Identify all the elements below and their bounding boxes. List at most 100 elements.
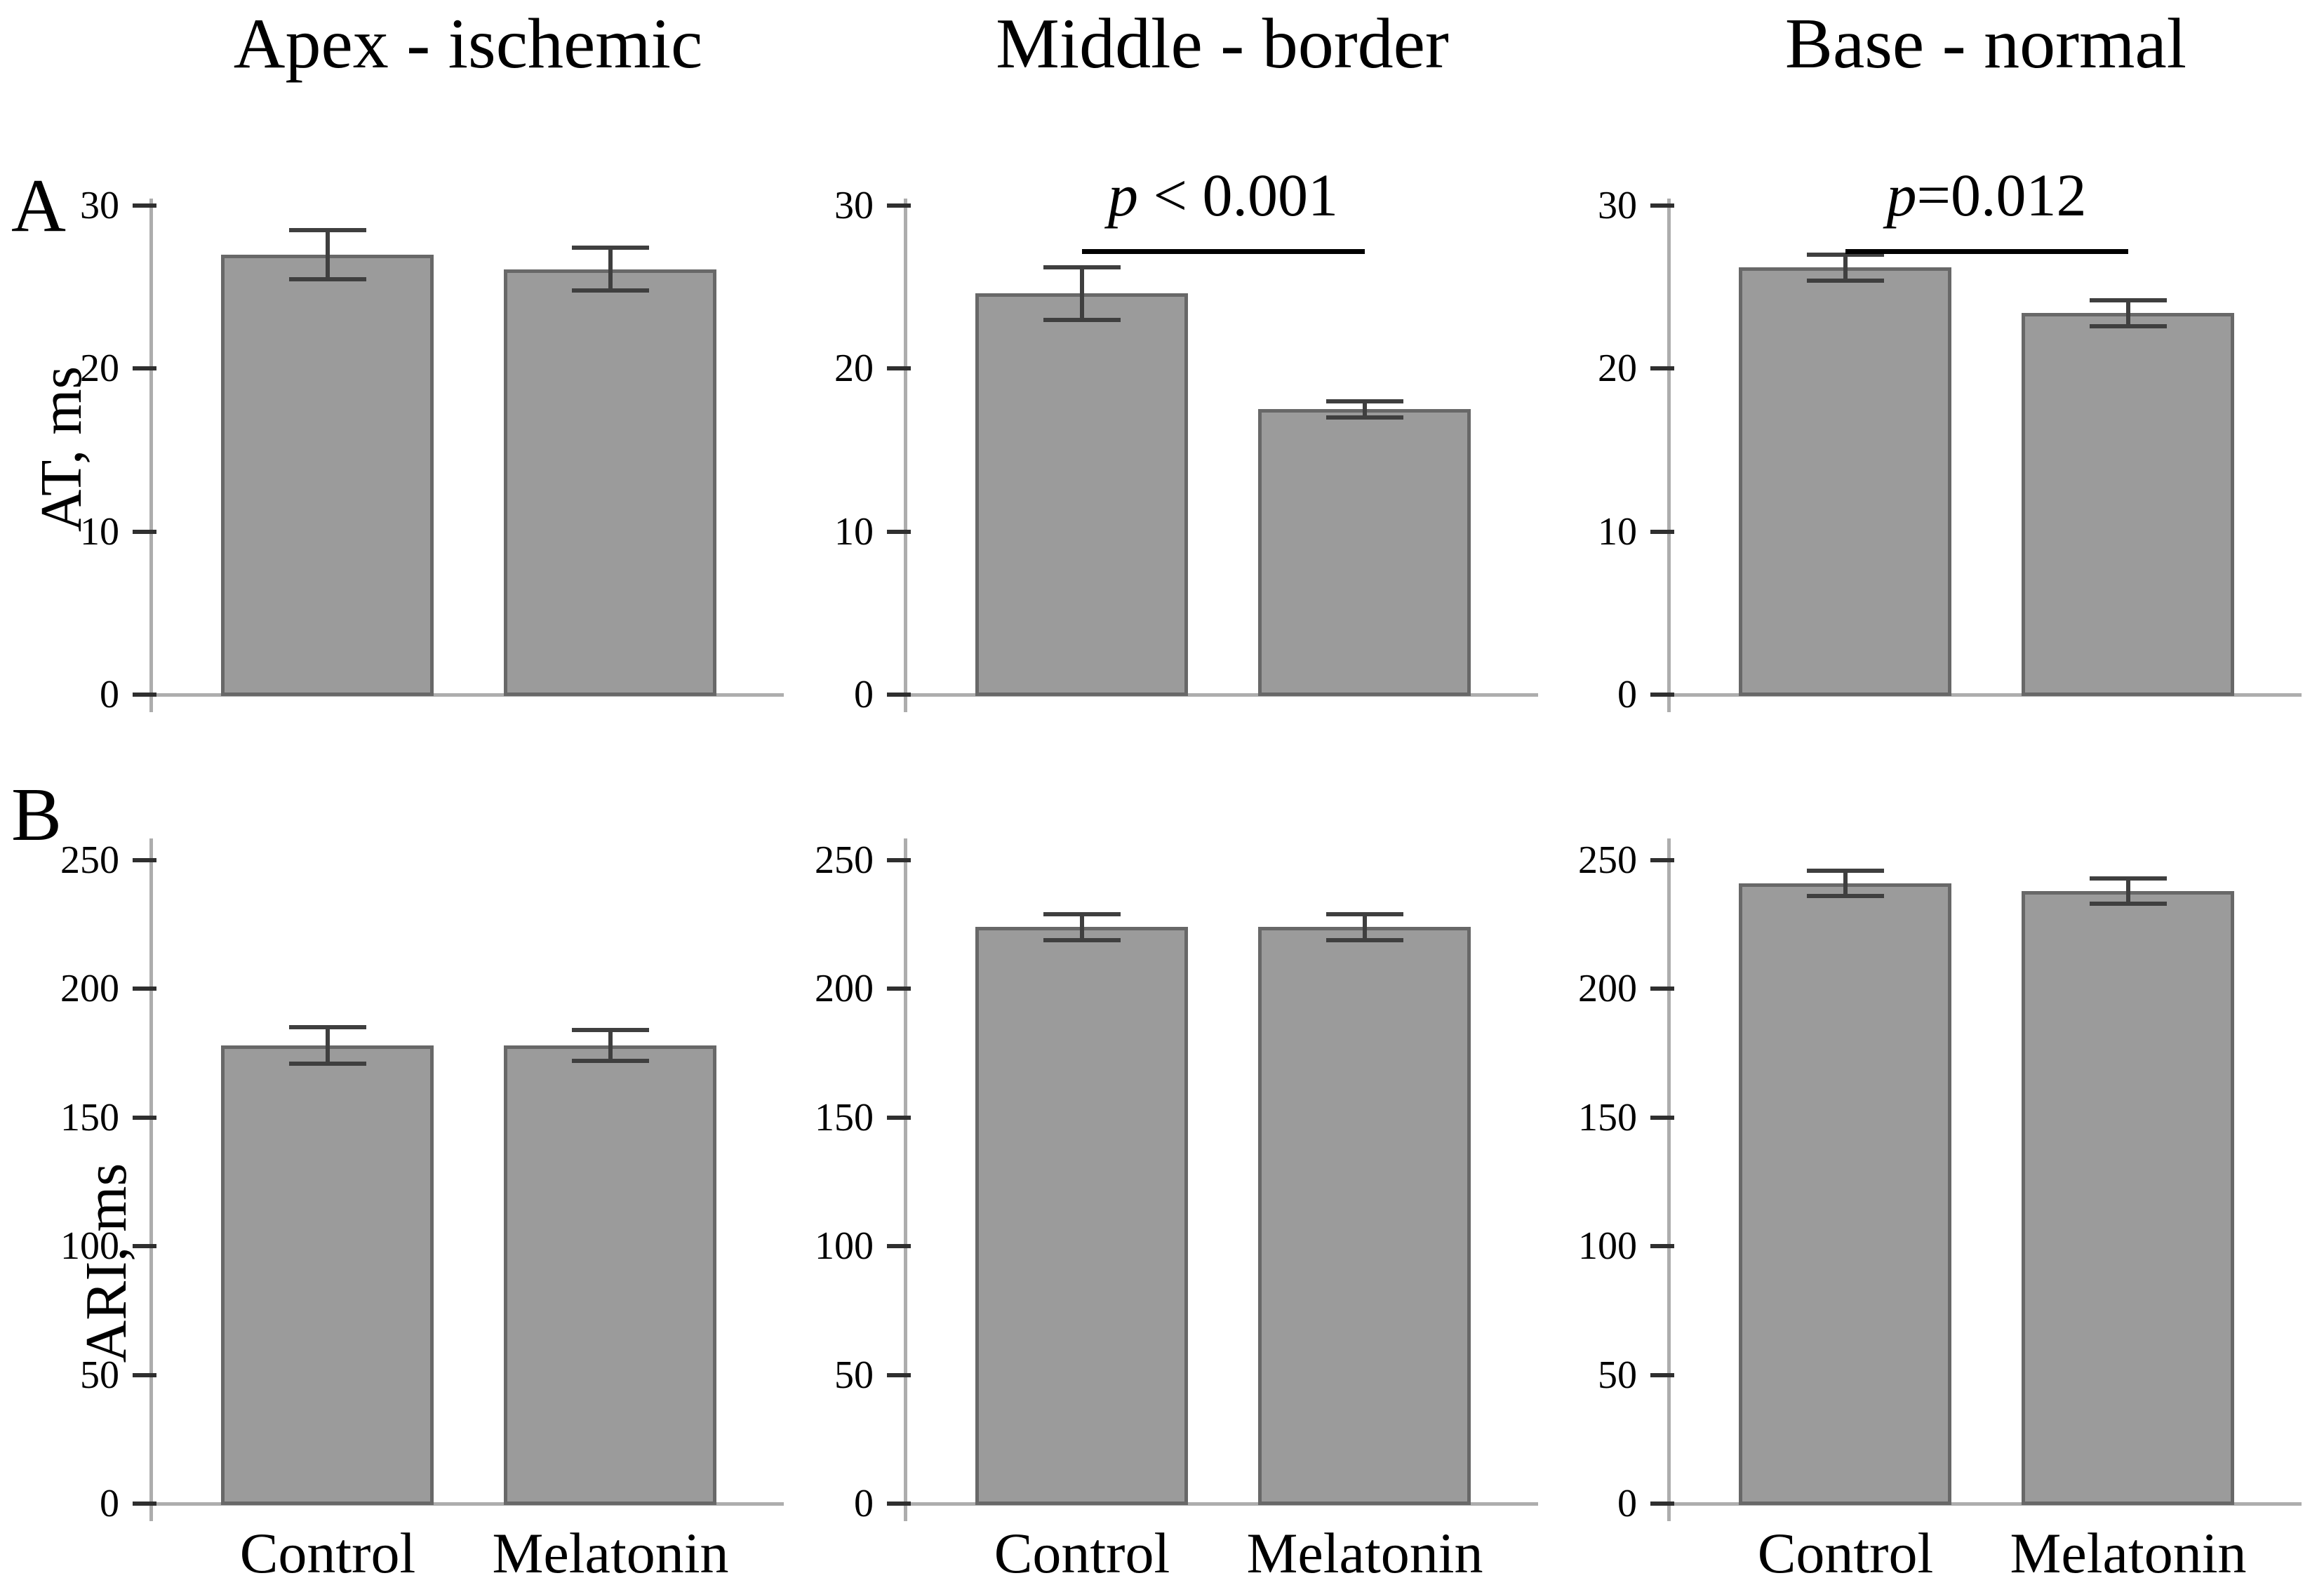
chart-at-middle-error-cap-top-control [1043,265,1121,269]
chart-at-base-tick-0 [1650,693,1674,697]
chart-ari-middle-tick-50 [887,1373,911,1377]
column-title-base-normal: Base - normal [1784,4,2187,83]
chart-ari-apex-tick-label-150: 150 [60,1096,119,1139]
chart-at-apex-x-axis [149,693,784,697]
chart-ari-base-error-cap-top-melatonin [2090,876,2167,881]
chart-ari-base-tick-label-150: 150 [1578,1096,1637,1139]
chart-at-apex-error-bar-control [326,230,330,279]
column-title-apex-ischemic: Apex - ischemic [233,4,703,83]
chart-at-middle-error-bar-melatonin [1363,401,1367,417]
chart-at-middle-tick-label-30: 30 [834,184,874,227]
chart-at-base-error-cap-top-control [1807,253,1884,257]
chart-ari-middle-tick-label-200: 200 [815,967,874,1010]
chart-at-apex-tick-label-20: 20 [80,347,119,390]
chart-at-middle-x-axis [904,693,1538,697]
chart-at-middle-significance-p: p [1107,161,1138,229]
chart-ari-base-tick-label-250: 250 [1578,838,1637,882]
chart-ari-middle-tick-label-250: 250 [815,838,874,882]
chart-ari-middle-error-cap-top-control [1043,912,1121,916]
chart-ari-base-tick-250 [1650,858,1674,862]
chart-ari-base-tick-label-100: 100 [1578,1224,1637,1268]
chart-ari-middle-error-cap-top-melatonin [1326,912,1403,916]
chart-at-middle-significance-label: p < 0.001 [977,159,1469,232]
chart-at-apex-tick-label-0: 0 [100,673,119,716]
chart-ari-middle-tick-0 [887,1502,911,1506]
chart-ari-base-category-label-melatonin: Melatonin [2010,1521,2247,1585]
chart-at-base-bar-control [1739,267,1951,696]
chart-ari-base-error-bar-melatonin [2126,878,2130,904]
chart-at-middle-error-cap-bottom-control [1043,318,1121,322]
chart-ari-middle-bar-melatonin [1258,927,1471,1505]
chart-ari-base-y-axis [1667,838,1671,1521]
chart-ari-apex-error-cap-bottom-melatonin [572,1059,649,1063]
chart-ari-apex-tick-label-250: 250 [60,838,119,882]
chart-ari-middle-tick-100 [887,1244,911,1248]
chart-ari-base-tick-100 [1650,1244,1674,1248]
chart-ari-apex-tick-0 [133,1502,156,1506]
chart-ari-middle-error-cap-bottom-melatonin [1326,938,1403,942]
chart-ari-apex-tick-label-50: 50 [80,1353,119,1397]
chart-ari-middle-error-bar-control [1080,914,1084,940]
chart-ari-base-tick-200 [1650,987,1674,991]
chart-ari-middle-tick-150 [887,1116,911,1120]
chart-at-base-significance-p: p [1886,161,1917,229]
chart-at-apex-tick-30 [133,203,156,208]
chart-at-middle-bar-melatonin [1258,409,1471,696]
chart-ari-middle-category-label-control: Control [994,1521,1170,1585]
chart-ari-base-tick-150 [1650,1116,1674,1120]
chart-at-base-significance-value: =0.012 [1916,161,2087,229]
chart-at-apex-tick-10 [133,530,156,534]
chart-at-middle-error-bar-control [1080,267,1084,319]
chart-at-base-significance-line [1845,249,2128,254]
chart-at-apex-error-bar-melatonin [608,248,613,290]
chart-at-middle-tick-label-10: 10 [834,510,874,554]
chart-at-base-error-bar-melatonin [2126,300,2130,326]
chart-ari-middle-tick-label-50: 50 [834,1353,874,1397]
chart-at-apex-bar-melatonin [504,269,716,696]
chart-ari-apex-error-cap-bottom-control [289,1062,366,1066]
chart-at-base-tick-10 [1650,530,1674,534]
chart-at-apex-bar-control [221,255,434,696]
chart-ari-base-error-cap-bottom-control [1807,894,1884,898]
chart-ari-middle-tick-label-0: 0 [854,1482,874,1525]
chart-at-apex-tick-0 [133,693,156,697]
chart-at-middle-significance-value: < 0.001 [1137,161,1338,229]
chart-at-base-error-bar-control [1843,255,1848,281]
chart-at-base-tick-label-10: 10 [1598,510,1637,554]
chart-ari-apex-tick-150 [133,1116,156,1120]
chart-at-middle-error-cap-bottom-melatonin [1326,415,1403,420]
chart-ari-apex-error-bar-control [326,1027,330,1063]
chart-ari-base-bar-melatonin [2022,891,2234,1505]
chart-ari-apex-category-label-melatonin: Melatonin [492,1521,729,1585]
chart-at-apex-tick-label-30: 30 [80,184,119,227]
chart-ari-apex-bar-control [221,1045,434,1505]
chart-at-base-error-cap-bottom-control [1807,279,1884,283]
chart-ari-base-error-cap-bottom-melatonin [2090,902,2167,906]
chart-at-middle-significance-line [1082,249,1365,254]
chart-ari-middle-error-cap-bottom-control [1043,938,1121,942]
chart-at-middle-bar-control [975,293,1188,696]
chart-ari-middle-tick-200 [887,987,911,991]
chart-ari-middle-tick-250 [887,858,911,862]
chart-ari-apex-tick-label-100: 100 [60,1224,119,1268]
chart-at-apex-tick-20 [133,366,156,370]
chart-ari-middle-bar-control [975,927,1188,1505]
chart-at-middle-tick-0 [887,693,911,697]
chart-at-apex-error-cap-top-control [289,228,366,232]
chart-at-apex-error-cap-bottom-melatonin [572,288,649,293]
chart-ari-apex-y-axis [149,838,153,1521]
chart-at-middle-tick-30 [887,203,911,208]
chart-at-middle-y-axis [904,199,907,712]
chart-at-middle-error-cap-top-melatonin [1326,399,1403,403]
chart-at-base-significance-label: p=0.012 [1741,159,2232,232]
chart-ari-middle-category-label-melatonin: Melatonin [1246,1521,1483,1585]
chart-at-base-tick-label-20: 20 [1598,347,1637,390]
chart-at-middle-tick-10 [887,530,911,534]
chart-ari-base-tick-0 [1650,1502,1674,1506]
chart-ari-middle-tick-label-150: 150 [815,1096,874,1139]
chart-ari-apex-tick-200 [133,987,156,991]
chart-at-base-error-cap-bottom-melatonin [2090,324,2167,328]
chart-ari-base-error-cap-top-control [1807,869,1884,873]
chart-ari-apex-tick-100 [133,1244,156,1248]
